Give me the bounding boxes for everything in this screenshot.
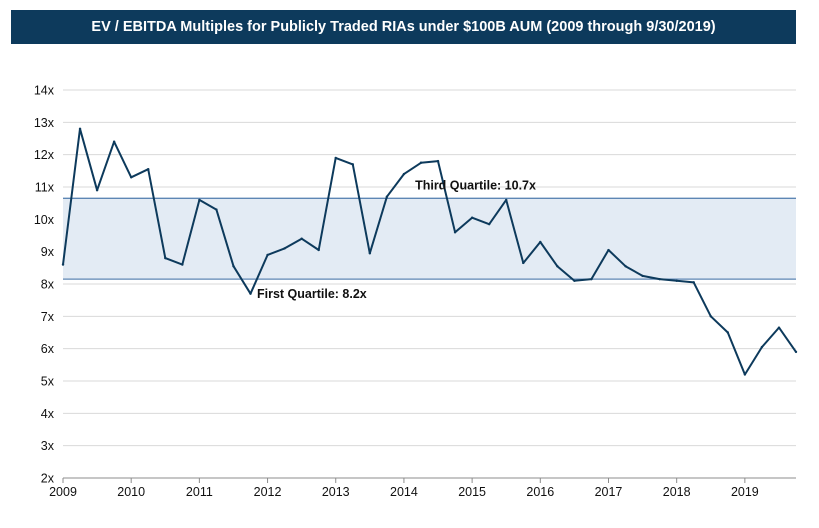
y-tick-label-2: 2x <box>41 472 55 486</box>
x-tick-label-2010: 2010 <box>117 485 145 499</box>
chart-title: EV / EBITDA Multiples for Publicly Trade… <box>11 10 796 44</box>
data-point <box>215 208 218 211</box>
data-point <box>624 265 627 268</box>
data-point <box>249 292 252 295</box>
data-point <box>743 373 747 376</box>
y-tick-label-12: 12x <box>34 148 55 162</box>
data-point <box>164 256 167 260</box>
y-tick-label-13: 13x <box>34 116 55 130</box>
x-tick-label-2014: 2014 <box>390 485 418 499</box>
x-tick-label-2016: 2016 <box>526 485 554 499</box>
series-line-0 <box>62 127 797 376</box>
data-point <box>556 265 559 268</box>
x-tick-label-2018: 2018 <box>663 485 691 499</box>
data-point <box>147 168 150 171</box>
data-point <box>419 161 423 164</box>
data-point <box>539 240 542 244</box>
third-quartile-label: Third Quartile: 10.7x <box>415 178 536 192</box>
data-point <box>607 248 610 252</box>
y-tick-label-4: 4x <box>41 407 55 421</box>
x-tick-label-2012: 2012 <box>254 485 282 499</box>
data-point <box>95 189 99 192</box>
data-point <box>232 265 235 268</box>
data-point <box>777 326 781 329</box>
y-tick-label-3: 3x <box>41 439 55 453</box>
x-tick-label-2017: 2017 <box>595 485 623 499</box>
first-quartile-label: First Quartile: 8.2x <box>257 287 367 301</box>
data-point <box>181 263 184 266</box>
annotations: Third Quartile: 10.7x First Quartile: 8.2… <box>257 178 536 301</box>
y-tick-label-6: 6x <box>41 342 55 356</box>
x-tick-label-2009: 2009 <box>49 485 77 499</box>
y-tick-label-11: 11x <box>35 181 55 195</box>
data-point <box>573 279 576 282</box>
data-point <box>794 350 798 354</box>
data-point <box>641 274 644 278</box>
y-tick-label-10: 10x <box>34 213 55 227</box>
data-point <box>453 231 457 234</box>
data-point <box>522 261 525 265</box>
data-point <box>61 263 65 266</box>
data-point <box>505 198 508 202</box>
data-point <box>692 281 695 284</box>
y-tick-label-5: 5x <box>41 375 55 389</box>
data-point <box>351 163 354 166</box>
data-point <box>317 248 320 252</box>
series <box>61 127 798 376</box>
data-point <box>675 279 678 282</box>
x-tick-label-2011: 2011 <box>186 485 213 499</box>
y-tick-label-8: 8x <box>41 278 55 292</box>
data-point <box>436 159 440 163</box>
data-point <box>198 198 201 202</box>
data-point <box>658 277 661 281</box>
data-point <box>78 127 82 130</box>
x-tick-label-2019: 2019 <box>731 485 759 499</box>
data-point <box>129 176 133 179</box>
data-point <box>760 345 764 349</box>
data-point <box>368 252 372 255</box>
data-point <box>112 140 116 143</box>
data-point <box>487 222 491 226</box>
data-point <box>266 253 269 257</box>
data-point <box>334 156 337 160</box>
data-point <box>470 216 474 219</box>
data-point <box>300 237 303 240</box>
data-point <box>726 331 730 334</box>
axes: 2x 3x 4x 5x 6x 7x 8x 9x 10x 11x 12x 13x 14x 2009 2010 2… <box>34 84 796 499</box>
quartile-band <box>63 197 796 280</box>
x-tick-label-2015: 2015 <box>458 485 486 499</box>
y-tick-label-7: 7x <box>41 310 55 324</box>
data-point <box>385 195 389 198</box>
data-point <box>590 277 593 281</box>
y-tick-label-14: 14x <box>34 84 55 98</box>
data-point <box>283 247 286 250</box>
x-tick-label-2013: 2013 <box>322 485 350 499</box>
quartile-band-fill <box>63 198 796 280</box>
data-point <box>402 172 406 176</box>
y-tick-label-9: 9x <box>41 245 55 259</box>
data-point <box>709 315 712 318</box>
